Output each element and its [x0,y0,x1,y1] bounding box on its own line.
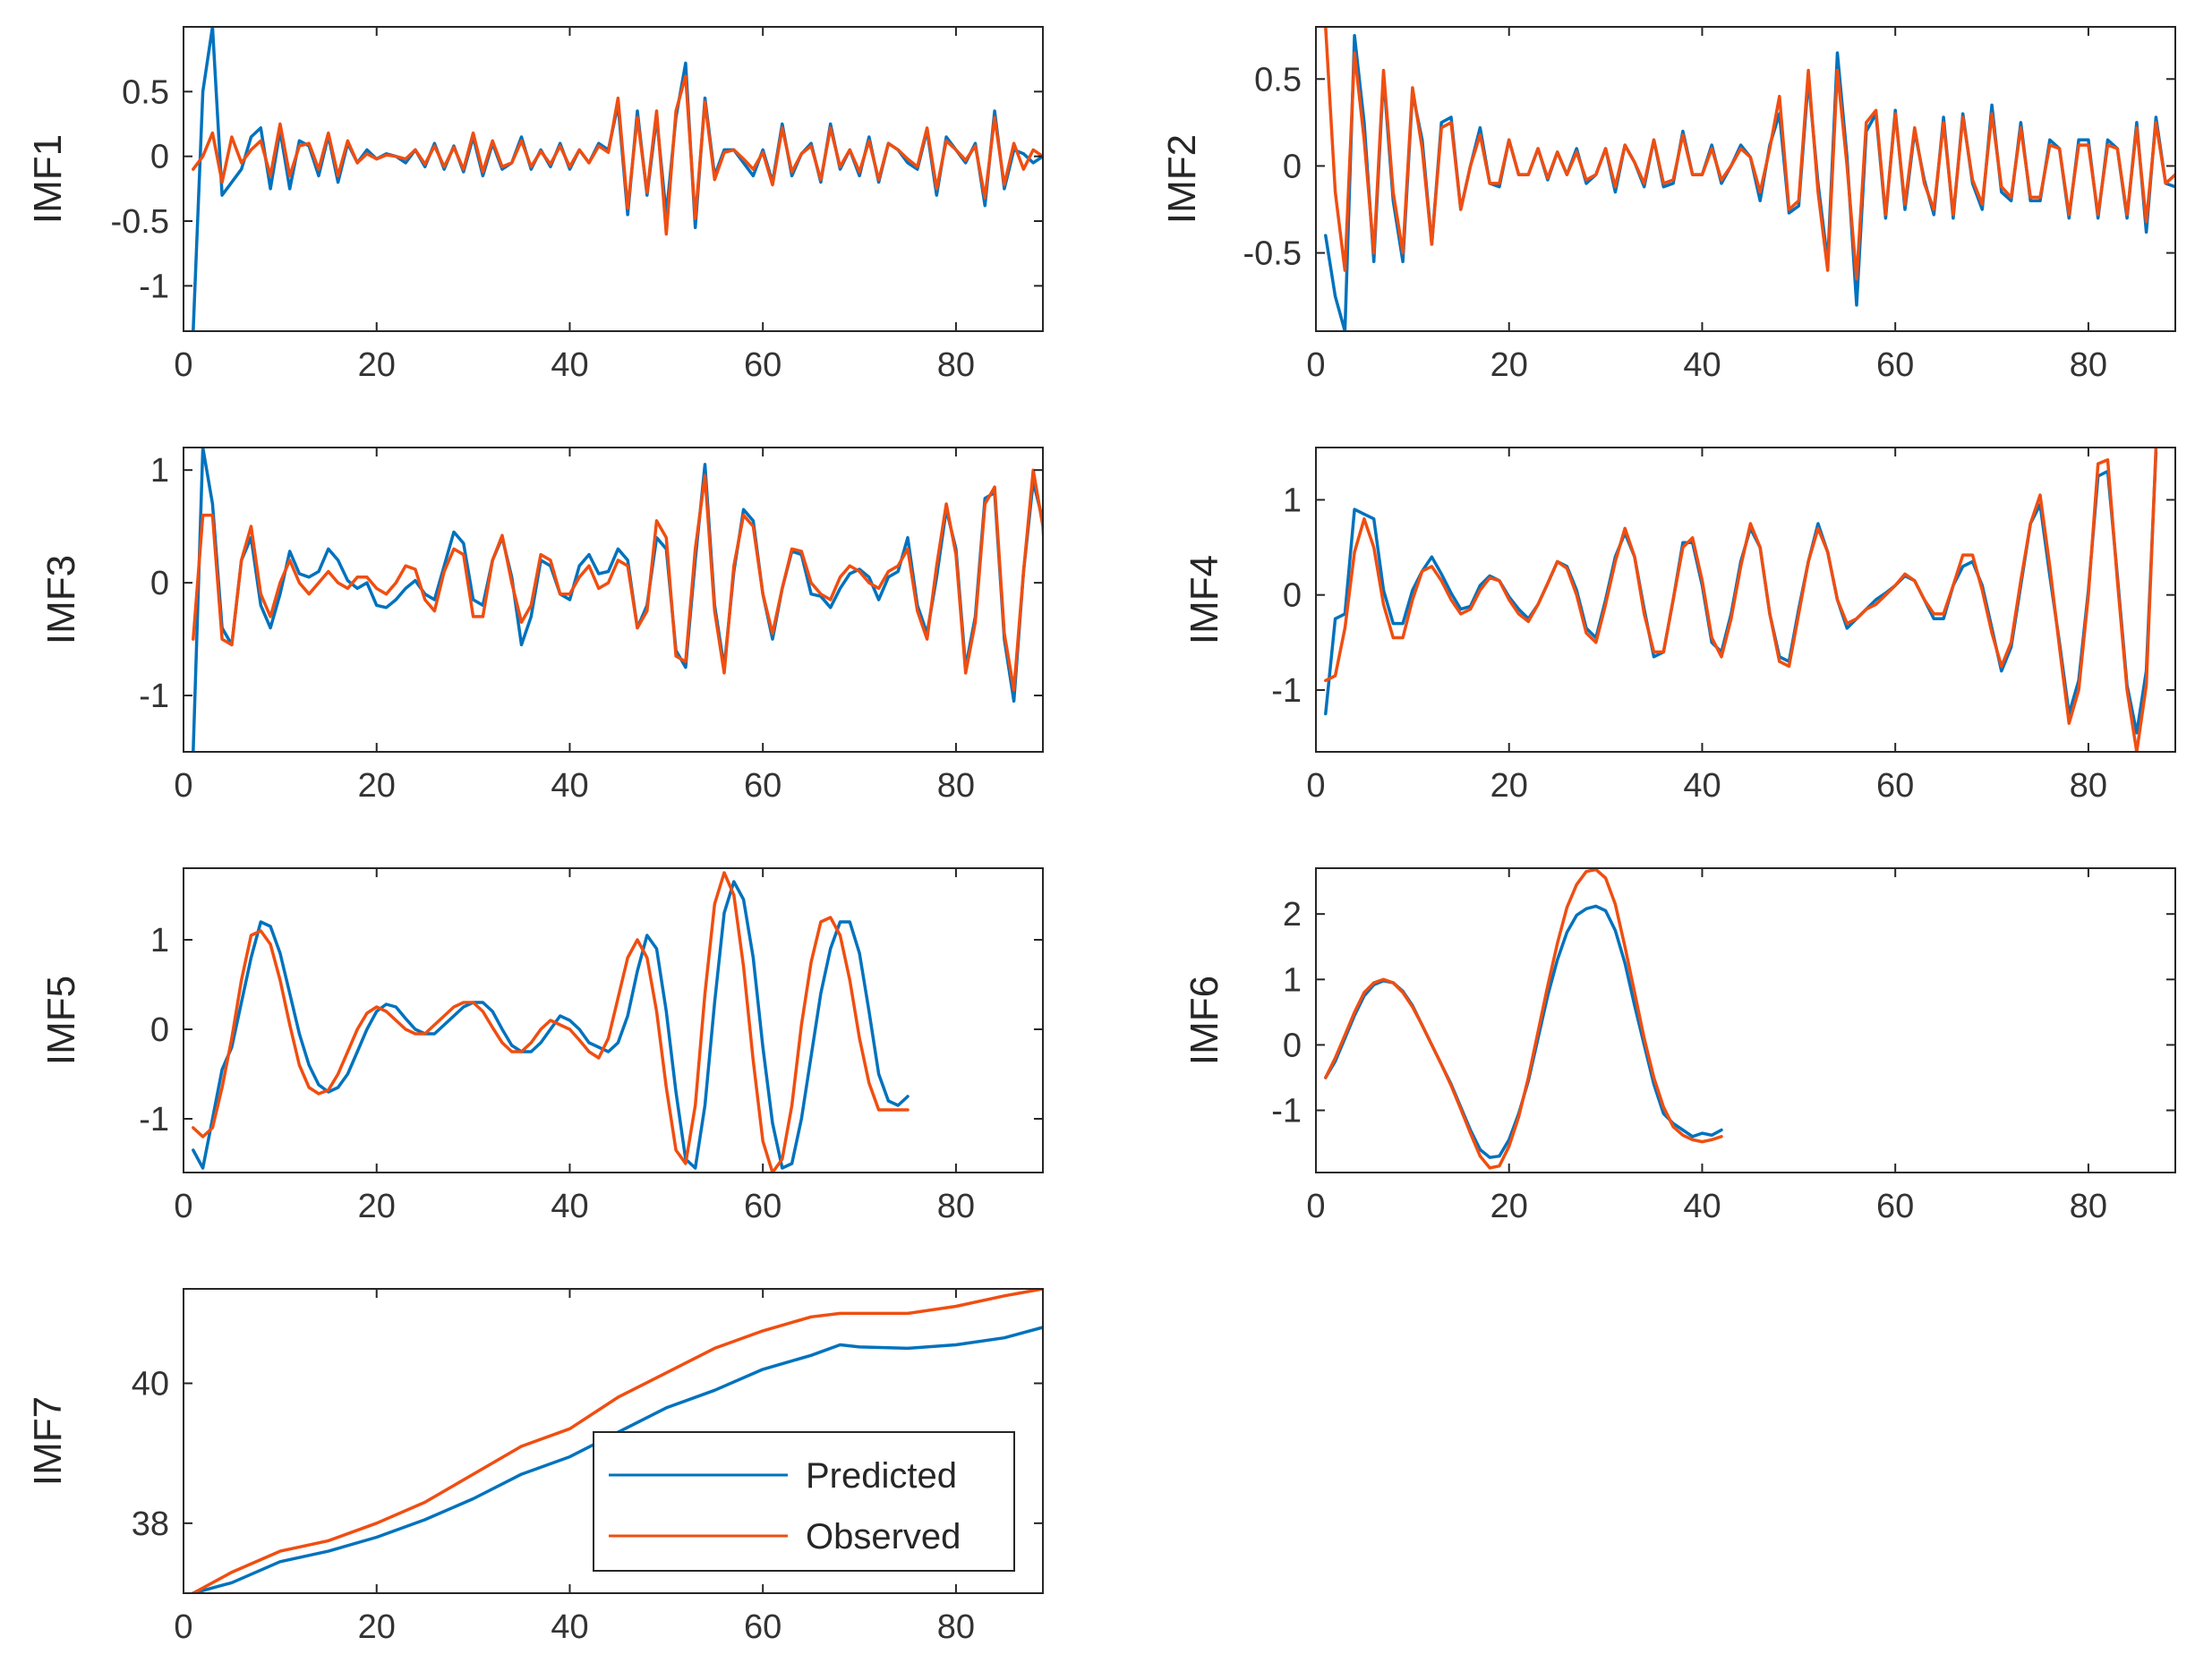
ylabel-imf5: IMF5 [39,976,83,1065]
series-line-predicted [192,448,1043,752]
x-tick-label: 80 [2070,1188,2107,1225]
x-tick-label: 0 [174,346,192,384]
x-tick-label: 40 [551,1188,588,1225]
x-tick-label: 80 [2070,767,2107,805]
x-tick-label: 40 [551,767,588,805]
y-tick-label: -1 [139,1101,169,1138]
y-tick-label: -0.5 [1243,235,1302,273]
ylabel-imf6: IMF6 [1183,976,1226,1065]
ylabel-imf2: IMF2 [1160,134,1204,224]
x-tick-label: 0 [1306,1188,1325,1225]
x-tick-label: 20 [358,1608,396,1646]
x-tick-label: 20 [358,1188,396,1225]
y-tick-label: 0 [150,1011,169,1049]
y-tick-label: 0 [150,565,169,602]
y-tick-label: 0.5 [122,73,169,111]
x-tick-label: 20 [1490,1188,1528,1225]
y-tick-label: 0.5 [1254,61,1302,98]
legend-label-predicted: Predicted [806,1456,957,1496]
series-line-observed [192,1289,1043,1593]
y-tick-label: -1 [139,268,169,305]
series-line-observed [192,74,1043,236]
subplot-imf4: 0 20 40 60 80 -1 0 1 IMF4 [1183,447,2176,805]
legend-box [593,1431,1015,1572]
x-tick-label: 60 [744,767,781,805]
y-tick-label: 1 [150,922,169,959]
y-tick-label: 1 [1283,961,1302,999]
y-tick-label: 1 [1283,482,1302,519]
x-tick-label: 60 [744,1608,781,1646]
x-tick-label: 80 [937,1608,975,1646]
x-tick-label: 60 [744,1188,781,1225]
subplot-imf6: 0 20 40 60 80 -1 0 1 2 IMF6 [1183,867,2176,1225]
x-tick-label: 0 [174,1188,192,1225]
x-tick-label: 80 [937,767,975,805]
subplot-imf7: 0 20 40 60 80 38 40 IMF7 Predicted Observed [26,1288,1044,1646]
x-tick-label: 20 [1490,346,1528,384]
subplot-imf5: 0 20 40 60 80 -1 0 1 IMF5 [39,867,1044,1225]
ylabel-imf4: IMF4 [1183,555,1226,644]
subplot-imf2: 0 20 40 60 80 -0.5 0 0.5 IMF2 [1160,26,2176,384]
x-tick-label: 0 [1306,346,1325,384]
x-tick-label: 40 [1683,346,1721,384]
x-tick-label: 60 [1876,346,1914,384]
series-line-predicted [192,880,910,1170]
y-tick-label: -0.5 [111,203,169,241]
ylabel-imf1: IMF1 [26,134,70,224]
series-line-observed [1324,868,1723,1170]
series-line-observed [1324,27,2175,281]
y-tick-label: 0 [1283,577,1302,615]
x-tick-label: 20 [1490,767,1528,805]
subplot-imf1: 0 20 40 60 80 -1 -0.5 0 0.5 IMF1 [26,26,1044,384]
x-tick-label: 0 [1306,767,1325,805]
x-tick-label: 40 [551,346,588,384]
x-tick-label: 80 [937,346,975,384]
series-line-observed [192,871,910,1173]
x-tick-label: 20 [358,346,396,384]
y-tick-label: -1 [1271,672,1302,710]
x-tick-label: 60 [744,346,781,384]
y-tick-label: 38 [132,1505,169,1543]
x-tick-label: 60 [1876,767,1914,805]
ylabel-imf7: IMF7 [26,1396,70,1486]
y-tick-label: 0 [1283,148,1302,185]
x-tick-label: 60 [1876,1188,1914,1225]
x-tick-label: 80 [2070,346,2107,384]
y-tick-label: 2 [1283,896,1302,934]
x-tick-label: 40 [1683,767,1721,805]
y-tick-label: 0 [150,139,169,176]
x-tick-label: 80 [937,1188,975,1225]
x-tick-label: 40 [1683,1188,1721,1225]
series-line-observed [1324,448,2158,752]
x-tick-label: 0 [174,1608,192,1646]
y-tick-label: -1 [1271,1093,1302,1130]
y-tick-label: 1 [150,452,169,490]
legend: Predicted Observed [593,1431,1015,1572]
x-tick-label: 40 [551,1608,588,1646]
series-line-predicted [192,1326,1043,1593]
y-tick-label: 40 [132,1366,169,1403]
ylabel-imf3: IMF3 [39,555,83,644]
subplot-imf3: 0 20 40 60 80 -1 0 1 IMF3 [39,447,1044,805]
series-line-observed [192,468,1043,692]
y-tick-label: -1 [139,678,169,715]
y-tick-label: 0 [1283,1027,1302,1064]
x-tick-label: 0 [174,767,192,805]
x-tick-label: 20 [358,767,396,805]
legend-label-observed: Observed [806,1517,961,1556]
